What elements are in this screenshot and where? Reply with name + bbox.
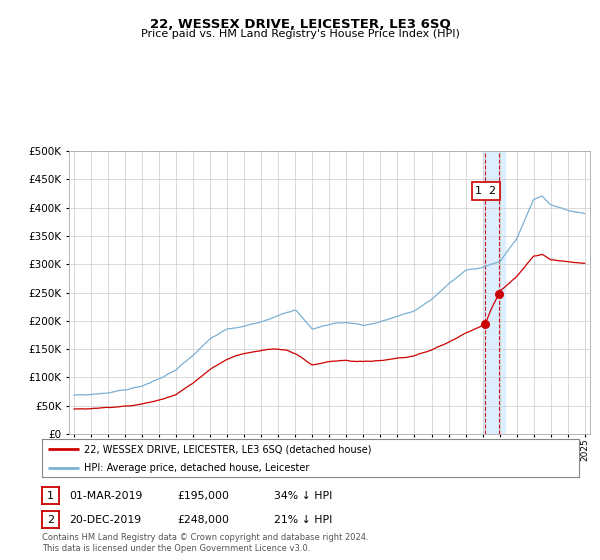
Text: £195,000: £195,000 [178, 491, 230, 501]
Text: Contains HM Land Registry data © Crown copyright and database right 2024.: Contains HM Land Registry data © Crown c… [42, 533, 368, 542]
Text: 22, WESSEX DRIVE, LEICESTER, LE3 6SQ (detached house): 22, WESSEX DRIVE, LEICESTER, LE3 6SQ (de… [84, 444, 371, 454]
Text: 1  2: 1 2 [475, 186, 497, 196]
Text: 34% ↓ HPI: 34% ↓ HPI [274, 491, 332, 501]
Text: £248,000: £248,000 [178, 515, 230, 525]
Text: 20-DEC-2019: 20-DEC-2019 [70, 515, 142, 525]
Text: 01-MAR-2019: 01-MAR-2019 [70, 491, 143, 501]
Bar [482, 151, 505, 434]
Text: Price paid vs. HM Land Registry's House Price Index (HPI): Price paid vs. HM Land Registry's House … [140, 29, 460, 39]
Text: HPI: Average price, detached house, Leicester: HPI: Average price, detached house, Leic… [84, 463, 309, 473]
Text: This data is licensed under the Open Government Licence v3.0.: This data is licensed under the Open Gov… [42, 544, 310, 553]
Text: 2: 2 [47, 515, 54, 525]
Text: 22, WESSEX DRIVE, LEICESTER, LE3 6SQ: 22, WESSEX DRIVE, LEICESTER, LE3 6SQ [149, 18, 451, 31]
Text: 21% ↓ HPI: 21% ↓ HPI [274, 515, 332, 525]
Text: 1: 1 [47, 491, 54, 501]
